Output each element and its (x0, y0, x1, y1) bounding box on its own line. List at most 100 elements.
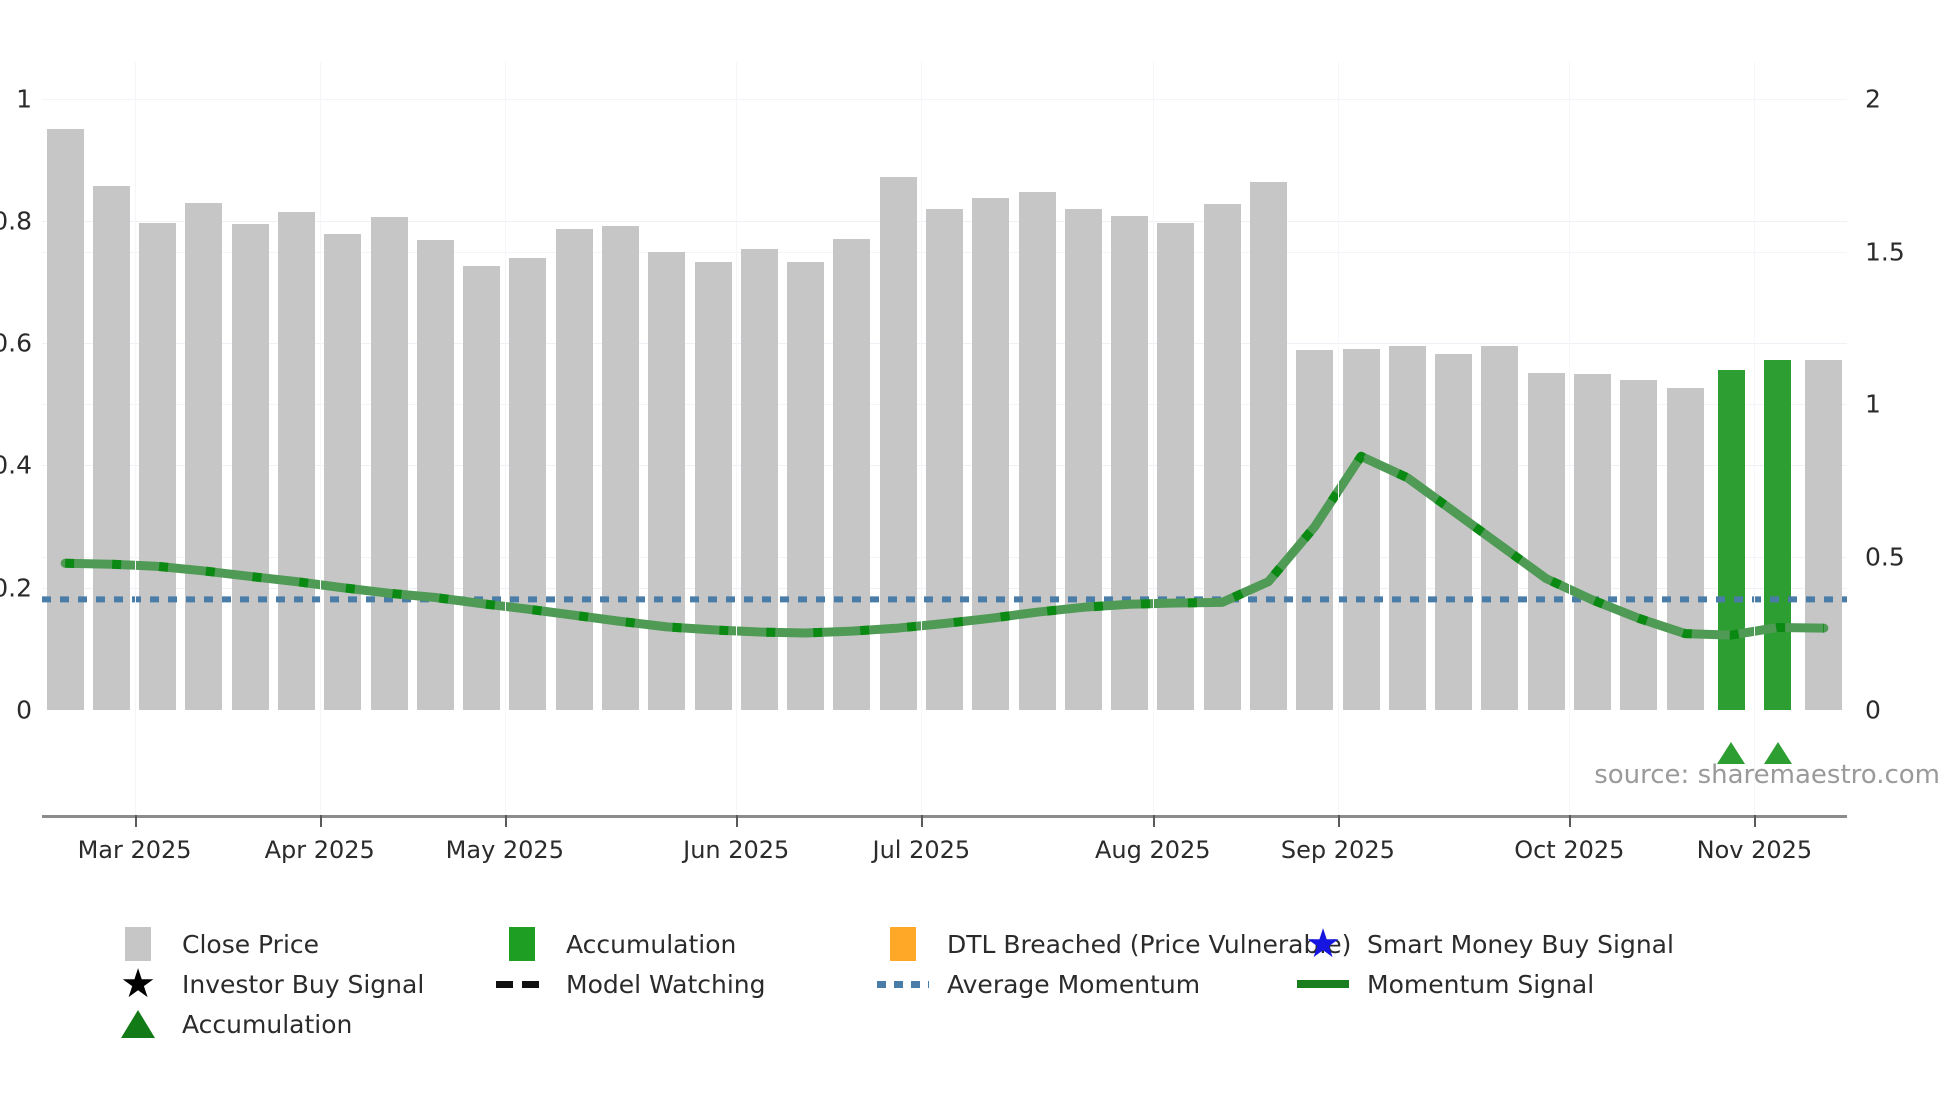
legend-row: Accumulation (110, 1005, 1910, 1043)
close-price-bar (1666, 388, 1704, 710)
legend-item[interactable]: Momentum Signal (1295, 965, 1594, 1003)
momentum-signal-dash-overlay (65, 451, 1824, 640)
x-axis-gridline (319, 62, 321, 815)
x-axis-tick (134, 815, 137, 827)
close-price-bar (231, 224, 269, 710)
star-glyph-icon: ★ (1305, 921, 1341, 967)
close-price-bar (278, 212, 316, 710)
square-swatch-glyph-icon (890, 927, 916, 961)
y-axis-left-tick-label: 0.4 (0, 450, 32, 480)
close-price-bar (1249, 181, 1287, 710)
y-axis-left-tick-label: 0.2 (0, 573, 32, 603)
accumulation-bar (1764, 359, 1791, 710)
x-axis-tick-label: May 2025 (445, 836, 564, 864)
legend-item-label: Smart Money Buy Signal (1367, 929, 1674, 959)
legend-item[interactable]: Close Price (110, 925, 319, 963)
close-price-bar (648, 252, 686, 710)
dashed-line-glyph-icon (496, 980, 548, 988)
legend-item[interactable]: Average Momentum (875, 965, 1200, 1003)
close-price-bar (1018, 191, 1056, 710)
y-axis-left-tick-label: 0.8 (0, 206, 32, 236)
close-price-bar (92, 186, 130, 710)
close-price-bar (370, 216, 408, 710)
x-axis-tick-label: Nov 2025 (1696, 836, 1813, 864)
close-price-bar (324, 233, 362, 710)
close-price-bar (1203, 204, 1241, 710)
legend-item[interactable]: Model Watching (494, 965, 766, 1003)
x-axis-tick (1754, 815, 1757, 827)
triangle-up-icon (110, 1010, 166, 1038)
x-axis-tick-label: Jul 2025 (872, 836, 971, 864)
x-axis-gridline (1152, 62, 1154, 815)
legend-item[interactable]: Accumulation (494, 925, 736, 963)
square-swatch-icon (494, 927, 550, 961)
legend-item-label: Average Momentum (947, 969, 1201, 999)
momentum-signal-line (60, 451, 1829, 640)
legend-item[interactable]: ★ Investor Buy Signal (110, 964, 424, 1004)
y-axis-right-tick-label: 0 (1865, 695, 1881, 725)
star-glyph-icon: ★ (120, 961, 156, 1007)
bars-layer (42, 62, 1847, 710)
legend-item-label: Model Watching (566, 969, 766, 999)
x-axis-tick (504, 815, 507, 827)
x-axis-line (42, 815, 1847, 818)
close-price-bar (1388, 345, 1426, 710)
y-axis-right-tick-label: 0.5 (1865, 542, 1905, 572)
x-axis-gridline (1337, 62, 1339, 815)
close-price-bar (1342, 348, 1380, 710)
close-price-bar (1435, 354, 1473, 710)
close-price-bar (1805, 359, 1843, 710)
dotted-line-icon (875, 980, 931, 988)
legend-item-label: Close Price (182, 929, 320, 959)
square-swatch-icon (110, 927, 166, 961)
x-axis-gridline (1754, 62, 1756, 815)
close-price-bar (139, 222, 177, 710)
close-price-bar (1111, 216, 1149, 710)
legend-item-label: Momentum Signal (1367, 969, 1595, 999)
close-price-bar (46, 128, 84, 710)
triangle-up-glyph-icon (121, 1010, 155, 1038)
legend-item[interactable]: ★ Smart Money Buy Signal (1295, 921, 1674, 967)
chart-legend: Close Price Accumulation DTL Breached (Pri… (110, 921, 1910, 1045)
x-axis-tick-label: Sep 2025 (1280, 836, 1395, 864)
x-axis-tick-label: Apr 2025 (264, 836, 375, 864)
y-axis-left-tick-label: 1 (16, 84, 32, 114)
x-axis-tick-label: Jun 2025 (683, 836, 790, 864)
plot-area (42, 62, 1847, 710)
gridline-right (42, 98, 1847, 100)
lines-layer (42, 451, 1847, 640)
close-price-bar (1064, 208, 1102, 710)
legend-item[interactable]: Accumulation (110, 1005, 352, 1043)
y-axis-left: 0 0.2 0.4 0.6 0.8 1 (0, 62, 40, 722)
source-label: source: sharemaestro.com (1594, 760, 1940, 790)
y-axis-right-tick-label: 1.5 (1865, 237, 1905, 266)
x-axis-tick (1569, 815, 1572, 827)
accumulation-bar (1717, 370, 1745, 710)
close-price-bar (694, 261, 732, 710)
close-price-bar (509, 258, 547, 710)
close-price-bar (555, 228, 593, 710)
legend-item-label: Accumulation (182, 1009, 353, 1039)
x-axis-gridline (1569, 62, 1571, 815)
y-axis-right-tick-label: 1 (1865, 389, 1881, 419)
x-axis-gridline (504, 62, 506, 815)
star-icon: ★ (110, 964, 166, 1004)
y-axis-left-tick-label: 0.6 (0, 328, 32, 358)
x-axis-gridline (736, 62, 738, 815)
y-axis-right: 0 0.5 1 1.5 2 (1855, 62, 1945, 722)
x-axis-tick-label: Oct 2025 (1514, 836, 1625, 864)
close-price-bar (1157, 222, 1195, 710)
dotted-line-glyph-icon (877, 980, 929, 988)
close-price-bar (1620, 379, 1658, 710)
square-swatch-glyph-icon (509, 927, 535, 961)
square-swatch-icon (875, 927, 931, 961)
x-axis-gridline (921, 62, 923, 815)
x-axis-tick (921, 815, 924, 827)
x-axis-tick (1337, 815, 1340, 827)
close-price-bar (416, 239, 454, 710)
square-swatch-glyph-icon (125, 927, 151, 961)
close-price-bar (972, 197, 1010, 710)
x-axis-tick (736, 815, 739, 827)
legend-item[interactable]: DTL Breached (Price Vulnerable) (875, 925, 1351, 963)
close-price-bar (463, 265, 501, 710)
